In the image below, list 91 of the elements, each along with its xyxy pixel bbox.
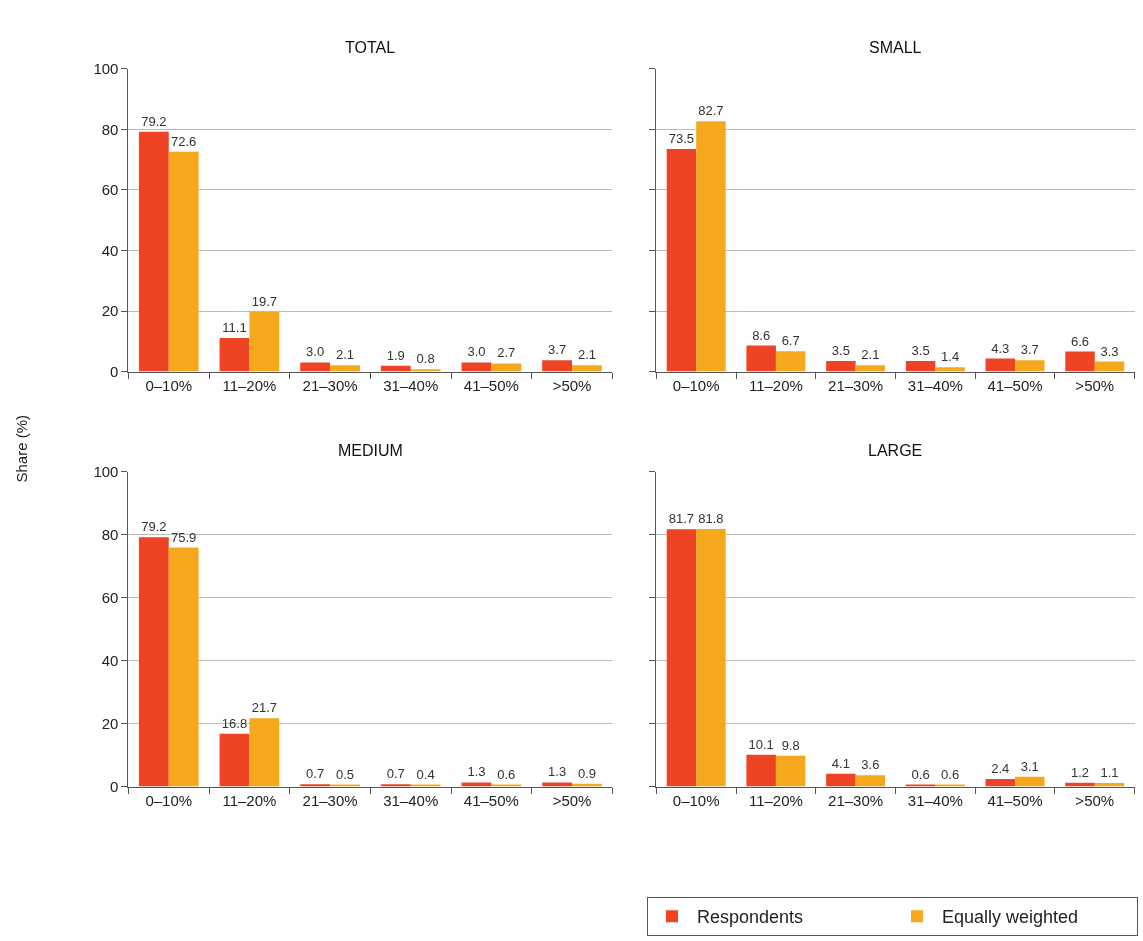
y-tick-label: 100 [93,462,119,480]
data-label: 2.1 [335,347,355,363]
x-tick-label: 21–30% [302,376,358,394]
data-label: 1.4 [941,349,960,365]
y-tick-label: 40 [101,241,119,259]
data-label: 3.3 [1100,343,1119,359]
data-label: 75.9 [171,529,197,545]
x-tick-label: 41–50% [463,791,519,809]
x-tick-label: >50% [1075,376,1115,394]
x-tick-label: 11–20% [748,791,803,809]
data-label: 81.8 [698,510,724,526]
x-tick-label: 0–10% [145,376,193,394]
data-label: 3.0 [467,344,486,360]
data-label: 72.6 [171,133,197,149]
data-label: 3.5 [911,342,930,358]
y-tick-label: 20 [101,714,119,732]
data-label: 81.7 [668,511,695,527]
chart-title: SMALL [869,39,922,56]
legend-label: Equally weighted [942,907,1079,928]
data-label: 1.3 [548,764,567,780]
chart-title: LARGE [868,442,923,459]
data-label: 3.7 [548,342,567,358]
data-label: 2.1 [577,347,596,363]
data-label: 4.1 [831,755,850,771]
x-tick-label: >50% [552,791,592,809]
data-label: 6.7 [781,333,800,349]
data-label: 2.7 [497,345,516,361]
data-label: 1.1 [1100,765,1119,781]
data-label: 16.8 [221,715,248,731]
data-label: 0.6 [941,766,960,782]
data-label: 3.0 [306,344,325,360]
y-tick-label: 100 [93,60,119,78]
y-tick-label: 80 [101,525,119,543]
data-label: 1.3 [467,764,486,780]
x-tick-label: 21–30% [302,791,358,809]
data-label: 0.7 [306,766,325,782]
data-label: 0.8 [416,351,435,367]
y-tick-label: 20 [101,302,119,320]
legend-label: Respondents [697,907,804,928]
y-tick-label: 40 [101,651,119,669]
x-tick-label: 11–20% [222,791,277,809]
chart-title: MEDIUM [338,442,403,459]
x-tick-label: 11–20% [222,376,277,394]
y-axis-title: Share (%) [12,414,30,483]
x-tick-label: 41–50% [987,791,1043,809]
x-tick-label: 0–10% [672,376,720,394]
x-tick-label: >50% [1075,791,1115,809]
data-label: 4.3 [991,340,1010,356]
y-tick-label: 0 [110,362,119,380]
x-tick-label: 31–40% [907,791,963,809]
data-label: 0.4 [416,766,435,782]
y-tick-label: 60 [101,588,119,606]
x-tick-label: 0–10% [145,791,193,809]
data-label: 82.7 [698,103,724,119]
data-label: 0.6 [911,766,930,782]
x-tick-label: 21–30% [828,791,884,809]
x-tick-label: 11–20% [748,376,803,394]
data-label: 2.1 [861,347,880,363]
x-tick-label: 21–30% [828,376,884,394]
data-label: 3.7 [1020,342,1039,358]
data-label: 1.9 [386,347,405,363]
data-label: 3.1 [1020,758,1039,774]
data-label: 79.2 [141,519,167,535]
data-label: 10.1 [748,736,774,752]
x-tick-label: 41–50% [463,376,519,394]
x-tick-label: 31–40% [383,376,439,394]
y-tick-label: 0 [110,777,119,795]
y-tick-label: 60 [101,181,119,199]
x-tick-label: >50% [552,376,592,394]
x-tick-label: 31–40% [907,376,963,394]
x-tick-label: 0–10% [672,791,720,809]
data-label: 2.4 [991,761,1010,776]
data-label: 3.6 [861,757,880,773]
data-label: 0.5 [335,766,355,782]
data-label: 3.5 [831,342,850,358]
chart-title: TOTAL [345,39,396,56]
data-label: 6.6 [1070,333,1090,349]
x-tick-label: 31–40% [383,791,439,809]
data-label: 73.5 [668,131,695,147]
data-label: 0.9 [577,765,596,781]
data-label: 79.2 [141,113,167,129]
data-label: 0.6 [497,766,516,782]
data-label: 21.7 [251,700,277,716]
data-label: 19.7 [251,293,277,309]
data-label: 11.1 [222,319,247,335]
data-label: 1.2 [1070,764,1090,780]
y-tick-label: 80 [101,120,119,138]
data-label: 0.7 [386,766,405,782]
data-label: 8.6 [752,327,771,343]
data-label: 9.8 [781,737,800,753]
x-tick-label: 41–50% [987,376,1043,394]
